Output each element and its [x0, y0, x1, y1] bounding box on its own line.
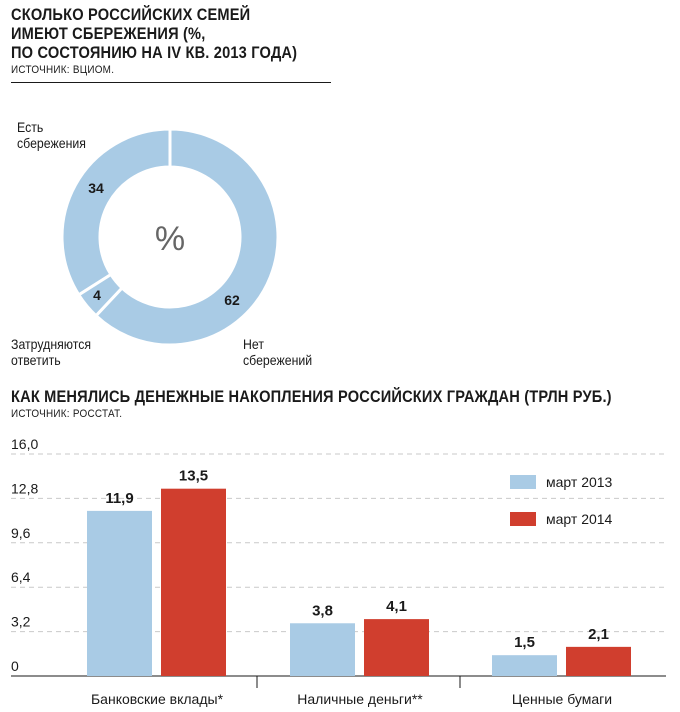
- bar-value-label: 13,5: [179, 468, 208, 485]
- pie-title-rule: [11, 82, 331, 83]
- donut-value-unsure: 4: [93, 287, 101, 303]
- donut-slice-has-savings: [60, 127, 172, 297]
- legend-swatch: [510, 512, 536, 526]
- category-label: Наличные деньги**: [297, 691, 423, 707]
- category-label: Ценные бумаги: [512, 691, 612, 707]
- bar-march-2013: [290, 623, 355, 676]
- y-tick-label: 16,0: [11, 436, 38, 452]
- legend-swatch: [510, 475, 536, 489]
- y-tick-label: 6,4: [11, 569, 31, 585]
- legend-label: март 2014: [546, 511, 613, 527]
- donut-chart: 34 4 62 %: [60, 127, 280, 347]
- y-tick-label: 9,6: [11, 525, 31, 541]
- y-tick-label: 3,2: [11, 614, 31, 630]
- pie-chart-title: СКОЛЬКО РОССИЙСКИХ СЕМЕЙ ИМЕЮТ СБЕРЕЖЕНИ…: [11, 5, 298, 62]
- bar-value-label: 1,5: [514, 634, 535, 651]
- donut-center-label: %: [155, 220, 185, 258]
- bar-value-label: 2,1: [588, 626, 609, 643]
- legend-label: март 2013: [546, 474, 613, 490]
- category-label: Банковские вклады*: [91, 691, 224, 707]
- bar-chart-source: ИСТОЧНИК: РОССТАТ.: [11, 408, 123, 420]
- bar-march-2014: [566, 646, 631, 676]
- label-no-savings: Нет сбережений: [243, 336, 313, 368]
- y-tick-label: 0: [11, 658, 19, 674]
- bar-value-label: 11,9: [105, 490, 133, 507]
- bar-march-2013: [492, 655, 557, 676]
- pie-chart-source: ИСТОЧНИК: ВЦИОМ.: [11, 64, 115, 76]
- label-unsure: Затрудняются ответить: [11, 336, 92, 368]
- bar-chart: 0 3,2 6,4 9,6 12,8 16,0 11,9 13,5 Банковские вк…: [11, 436, 666, 707]
- bar-value-label: 3,8: [312, 602, 333, 619]
- y-tick-label: 12,8: [11, 480, 38, 496]
- donut-value-has-savings: 34: [88, 180, 104, 196]
- bar-value-label: 4,1: [386, 598, 407, 615]
- bar-march-2014: [161, 488, 226, 676]
- bar-march-2014: [364, 619, 429, 676]
- label-has-savings: Есть сбережения: [17, 119, 86, 151]
- donut-value-no-savings: 62: [224, 292, 240, 308]
- bar-chart-title: КАК МЕНЯЛИСЬ ДЕНЕЖНЫЕ НАКОПЛЕНИЯ РОССИЙС…: [11, 387, 612, 406]
- donut-slice-no-savings: [93, 127, 280, 347]
- bar-march-2013: [87, 510, 152, 676]
